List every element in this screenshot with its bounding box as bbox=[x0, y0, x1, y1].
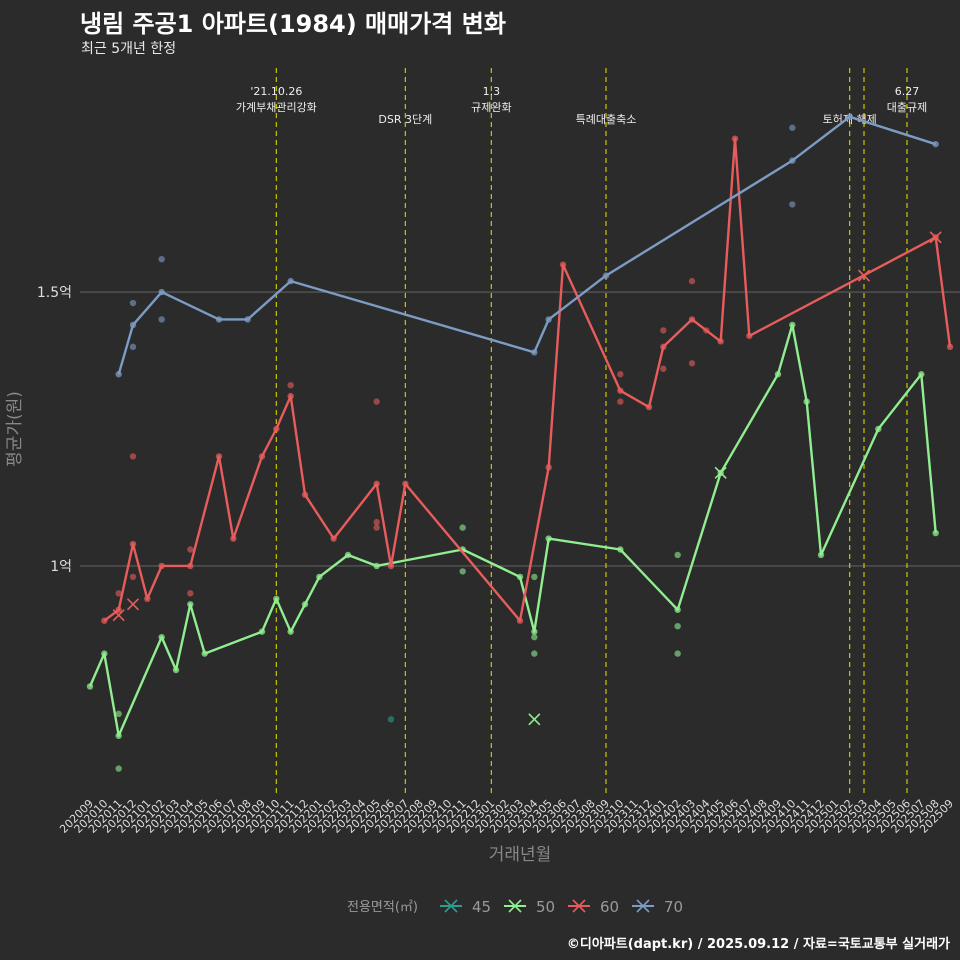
legend-key-cross bbox=[572, 899, 586, 913]
event-label: 6.27 bbox=[895, 85, 920, 98]
y-axis-title: 평균가(원) bbox=[5, 391, 25, 467]
legend: 전용면적(㎡) 45 50 60 70 bbox=[347, 898, 683, 916]
data-point bbox=[187, 546, 194, 553]
x-marker-stroke bbox=[126, 598, 140, 611]
data-point bbox=[115, 765, 122, 772]
data-point bbox=[789, 201, 796, 208]
event-label: 대출규제 bbox=[887, 101, 927, 114]
data-point bbox=[674, 551, 681, 559]
legend-label: 45 bbox=[472, 898, 491, 916]
x-marker bbox=[528, 713, 541, 726]
x-marker-stroke bbox=[528, 713, 541, 726]
data-point bbox=[688, 277, 696, 285]
legend-item: 70 bbox=[632, 898, 683, 916]
data-point bbox=[129, 453, 137, 460]
data-point bbox=[158, 316, 165, 323]
data-point bbox=[531, 633, 538, 641]
legend-label: 50 bbox=[536, 898, 555, 916]
legend-key-cross bbox=[508, 899, 522, 913]
x-marker bbox=[126, 598, 140, 611]
legend-key-cross bbox=[636, 899, 650, 913]
data-point bbox=[946, 343, 954, 351]
series-line bbox=[103, 137, 952, 622]
y-tick-label: 1.5억 bbox=[37, 285, 72, 301]
x-marker bbox=[112, 609, 125, 622]
x-marker-stroke bbox=[929, 231, 942, 244]
data-point bbox=[387, 716, 395, 723]
event-label: 규제완화 bbox=[471, 101, 511, 114]
x-marker-stroke bbox=[714, 466, 727, 479]
source-caption: ©디아파트(dapt.kr) / 2025.09.12 / 자료=국토교통부 실… bbox=[566, 937, 950, 952]
data-point bbox=[373, 398, 380, 405]
x-marker-stroke bbox=[857, 269, 871, 282]
series-45 bbox=[387, 716, 395, 723]
legend-item: 50 bbox=[504, 898, 555, 916]
legend-label: 70 bbox=[664, 898, 683, 916]
data-point bbox=[660, 365, 667, 372]
data-point bbox=[531, 573, 538, 581]
data-point bbox=[129, 343, 137, 351]
data-point bbox=[674, 622, 681, 630]
data-point bbox=[158, 255, 165, 263]
event-label: 1.3 bbox=[483, 85, 501, 98]
data-point bbox=[688, 360, 696, 367]
x-axis-title: 거래년월 bbox=[489, 845, 552, 865]
x-marker-stroke bbox=[112, 609, 125, 622]
data-point bbox=[459, 568, 466, 575]
data-point bbox=[129, 573, 137, 581]
legend-key-cross bbox=[444, 899, 458, 913]
y-tick-label: 1억 bbox=[50, 559, 72, 575]
series-line bbox=[117, 115, 937, 375]
data-point bbox=[373, 524, 380, 531]
legend-label: 60 bbox=[600, 898, 619, 916]
data-point bbox=[373, 518, 380, 526]
series-50 bbox=[86, 321, 939, 772]
x-marker bbox=[857, 269, 871, 282]
event-label: DSR 3단계 bbox=[378, 113, 432, 126]
data-point bbox=[617, 398, 624, 405]
data-point bbox=[459, 524, 466, 531]
x-marker bbox=[929, 231, 942, 244]
x-marker bbox=[714, 466, 727, 479]
chart-subtitle: 최근 5개년 한정 bbox=[81, 41, 177, 57]
data-point bbox=[129, 299, 137, 307]
data-point bbox=[674, 650, 681, 657]
data-point bbox=[617, 371, 624, 378]
series-70 bbox=[115, 113, 939, 378]
legend-item: 60 bbox=[568, 898, 619, 916]
legend-item: 45 bbox=[440, 898, 491, 916]
legend-title: 전용면적(㎡) bbox=[347, 900, 418, 915]
data-point bbox=[287, 381, 294, 389]
data-point bbox=[531, 650, 538, 657]
data-point bbox=[789, 124, 796, 131]
data-point bbox=[115, 590, 122, 597]
chart-title: 냉림 주공1 아파트(1984) 매매가격 변화 bbox=[80, 10, 506, 38]
event-label: '21.10.26 bbox=[250, 85, 302, 98]
series-line bbox=[88, 323, 937, 737]
event-label: 특례대출축소 bbox=[576, 113, 637, 126]
series-60 bbox=[101, 135, 954, 624]
event-label: 가계부채관리강화 bbox=[236, 101, 317, 114]
data-point bbox=[660, 327, 667, 334]
data-point bbox=[187, 590, 194, 597]
data-point bbox=[115, 710, 122, 718]
